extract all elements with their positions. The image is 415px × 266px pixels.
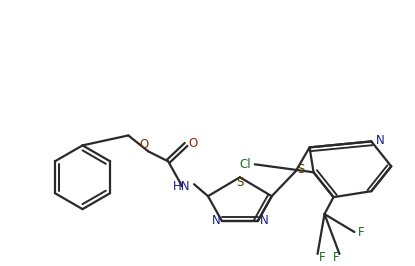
Text: N: N bbox=[259, 214, 268, 227]
Text: F: F bbox=[319, 251, 326, 264]
Text: N: N bbox=[376, 134, 385, 147]
Text: S: S bbox=[236, 176, 244, 189]
Text: N: N bbox=[212, 214, 220, 227]
Text: HN: HN bbox=[173, 180, 191, 193]
Text: S: S bbox=[297, 163, 304, 176]
Text: O: O bbox=[188, 137, 198, 150]
Text: O: O bbox=[139, 138, 149, 151]
Text: F: F bbox=[333, 251, 340, 264]
Text: F: F bbox=[358, 226, 365, 239]
Text: Cl: Cl bbox=[239, 158, 251, 171]
